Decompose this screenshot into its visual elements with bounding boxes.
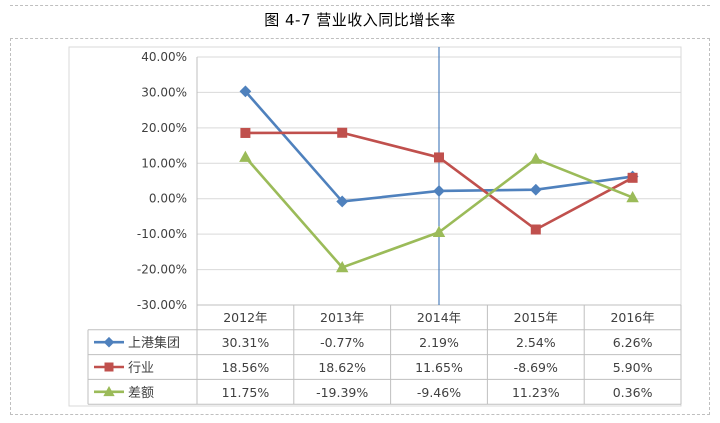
y-tick-label: 30.00% [141,85,187,99]
data-label: 2.19% [419,335,459,350]
data-point [433,185,445,197]
y-tick-label: -30.00% [137,298,187,312]
data-point [529,183,542,196]
page-border-right [709,38,710,415]
data-label: -19.39% [316,385,368,400]
data-point [240,127,251,138]
data-point [530,224,541,235]
page-border-top [10,5,710,6]
data-label: 11.65% [415,360,463,375]
data-label: -8.69% [514,360,558,375]
data-point [434,152,444,163]
data-label: 5.90% [613,360,653,375]
legend-marker [103,336,115,348]
page-border-left [10,38,11,415]
y-tick-label: 20.00% [141,121,187,135]
y-tick-label: 10.00% [141,156,187,170]
data-point [239,150,252,162]
data-point [627,172,638,183]
data-label: 0.36% [613,385,653,400]
category-label: 2015年 [514,310,558,325]
chart-frame [68,46,682,407]
data-label: -0.77% [320,335,364,350]
category-label: 2016年 [610,310,654,325]
data-label: 18.56% [222,360,270,375]
data-point [626,191,639,203]
y-tick-label: -20.00% [137,263,187,277]
data-point [336,195,349,208]
y-tick-label: 0.00% [149,192,187,206]
legend-label: 上港集团 [128,335,180,351]
data-label: -9.46% [417,385,461,400]
category-label: 2013年 [320,310,364,325]
legend-marker [103,385,115,397]
page-border-bottom [10,414,710,415]
page-border-mid [10,38,710,39]
figure-caption: 图 4-7 营业收入同比增长率 [264,11,456,29]
category-label: 2014年 [417,310,461,325]
legend-label: 差额 [128,386,154,401]
data-point [337,127,348,138]
data-label: 2.54% [516,335,556,350]
data-point [239,85,252,98]
data-label: 6.26% [613,335,653,350]
data-label: 11.75% [222,385,270,400]
category-label: 2012年 [223,310,267,325]
data-label: 11.23% [512,385,560,400]
data-label: 30.31% [222,335,270,350]
data-label: 18.62% [318,360,366,375]
data-point [335,260,349,273]
y-tick-label: -10.00% [137,227,187,241]
legend-label: 行业 [128,361,154,376]
data-point [432,225,446,238]
legend-marker [104,362,114,372]
data-point [529,152,543,164]
y-tick-label: 40.00% [141,50,187,64]
